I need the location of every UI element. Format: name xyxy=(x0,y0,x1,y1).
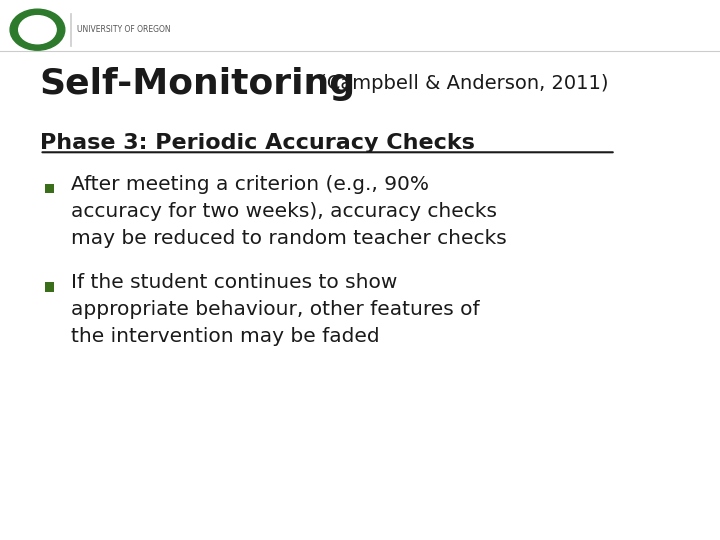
Circle shape xyxy=(10,9,65,50)
Text: Self-Monitoring: Self-Monitoring xyxy=(40,67,356,100)
Text: After meeting a criterion (e.g., 90%: After meeting a criterion (e.g., 90% xyxy=(71,175,428,194)
Text: the intervention may be faded: the intervention may be faded xyxy=(71,327,379,347)
Text: may be reduced to random teacher checks: may be reduced to random teacher checks xyxy=(71,229,506,248)
Text: UNIVERSITY OF OREGON: UNIVERSITY OF OREGON xyxy=(77,25,171,34)
Text: Phase 3: Periodic Accuracy Checks: Phase 3: Periodic Accuracy Checks xyxy=(40,133,474,153)
Text: accuracy for two weeks), accuracy checks: accuracy for two weeks), accuracy checks xyxy=(71,202,497,221)
Text: (Campbell & Anderson, 2011): (Campbell & Anderson, 2011) xyxy=(313,74,608,93)
Text: If the student continues to show: If the student continues to show xyxy=(71,273,397,293)
Text: appropriate behaviour, other features of: appropriate behaviour, other features of xyxy=(71,300,480,320)
Circle shape xyxy=(19,16,56,44)
FancyBboxPatch shape xyxy=(45,282,54,292)
FancyBboxPatch shape xyxy=(45,184,54,193)
